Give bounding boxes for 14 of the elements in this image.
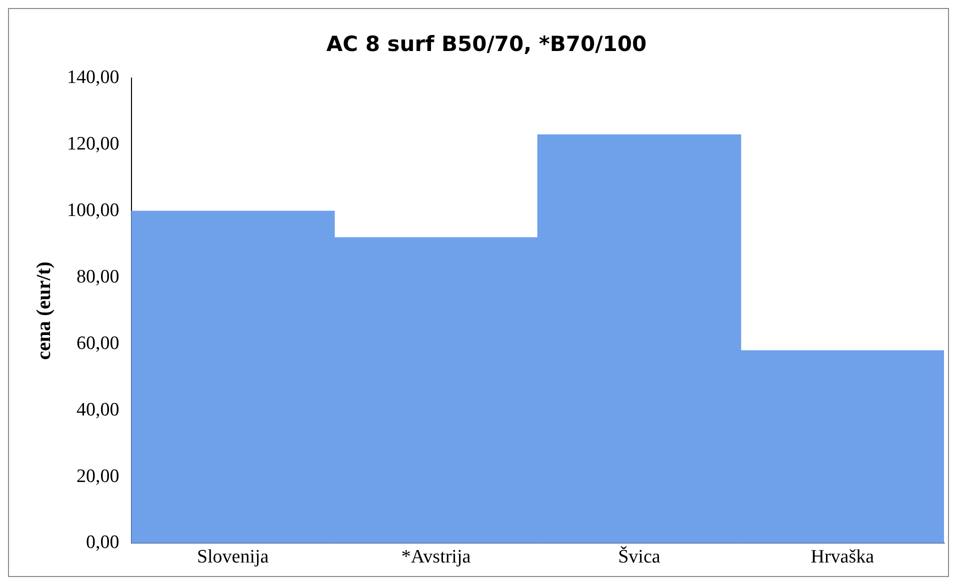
y-tick-label: 140,00 [67, 67, 120, 88]
y-tick-label: 40,00 [76, 399, 120, 420]
x-tick-label: Hrvaška [810, 546, 875, 568]
y-tick-label: 60,00 [76, 332, 120, 354]
y-tick-label: 80,00 [76, 266, 120, 288]
y-tick-label: 20,00 [76, 466, 120, 487]
x-tick-label: *Avstrija [401, 546, 472, 568]
y-tick-label: 120,00 [67, 134, 120, 155]
chart-title: AC 8 surf B50/70, *B70/100 [326, 32, 647, 56]
x-tick-label: Švica [618, 546, 661, 568]
y-tick-label: 100,00 [67, 200, 120, 222]
y-axis-title: cena (eur/t) [33, 262, 56, 360]
y-tick-label: 0,00 [86, 532, 120, 554]
x-tick-label: Slovenija [196, 546, 270, 568]
